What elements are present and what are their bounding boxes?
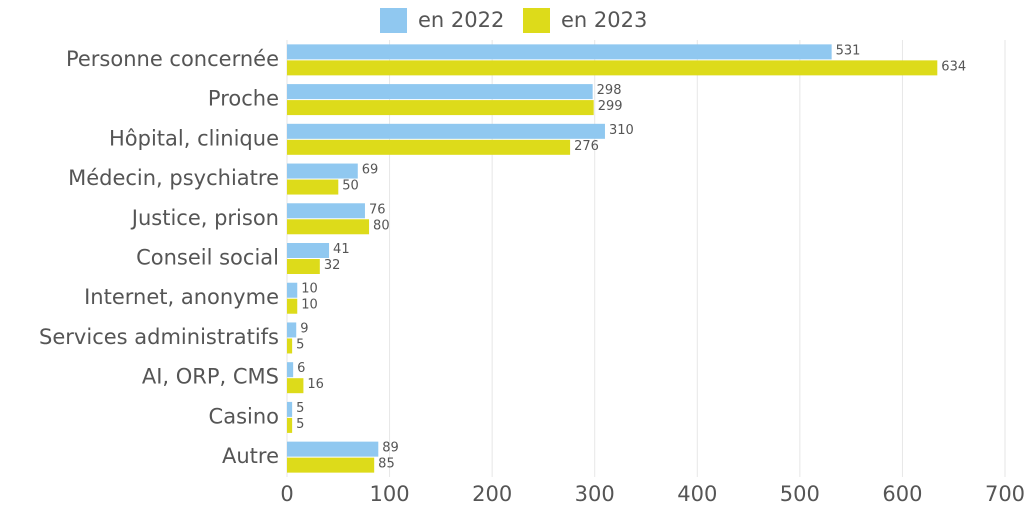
value-label: 5 bbox=[296, 401, 304, 416]
bar bbox=[287, 362, 294, 378]
value-label: 6 bbox=[297, 361, 305, 376]
legend-swatch bbox=[380, 8, 407, 33]
value-label: 276 bbox=[574, 139, 599, 154]
value-label: 80 bbox=[373, 218, 390, 233]
y-tick-label: Services administratifs bbox=[39, 325, 279, 349]
legend-label: en 2023 bbox=[561, 8, 647, 32]
bar bbox=[287, 84, 593, 100]
value-label: 5 bbox=[296, 337, 304, 352]
bar bbox=[287, 338, 293, 354]
bar bbox=[287, 259, 320, 274]
value-label: 299 bbox=[598, 99, 623, 114]
value-label: 298 bbox=[597, 83, 622, 98]
bar bbox=[287, 60, 938, 76]
bar bbox=[287, 100, 594, 116]
x-tick-label: 0 bbox=[280, 482, 293, 506]
x-tick-label: 600 bbox=[882, 482, 922, 506]
x-tick-label: 200 bbox=[472, 482, 512, 506]
x-tick-label: 400 bbox=[677, 482, 717, 506]
x-tick-label: 100 bbox=[370, 482, 410, 506]
bar bbox=[287, 322, 297, 338]
bar bbox=[287, 457, 375, 473]
y-tick-label: Justice, prison bbox=[130, 206, 279, 230]
bar bbox=[287, 219, 370, 235]
y-tick-label: Proche bbox=[208, 87, 279, 111]
value-label: 32 bbox=[324, 258, 341, 273]
value-label: 10 bbox=[301, 298, 318, 313]
bar bbox=[287, 401, 293, 417]
value-label: 16 bbox=[307, 377, 324, 392]
y-tick-label: AI, ORP, CMS bbox=[142, 365, 279, 389]
value-label: 69 bbox=[362, 163, 379, 178]
bar bbox=[287, 298, 298, 314]
bar bbox=[287, 282, 298, 298]
value-label: 531 bbox=[836, 43, 861, 58]
y-tick-label: Hôpital, clinique bbox=[109, 126, 279, 150]
y-tick-label: Personne concernée bbox=[66, 47, 279, 71]
y-tick-label: Médecin, psychiatre bbox=[68, 166, 279, 190]
bar bbox=[287, 139, 571, 155]
y-tick-label: Internet, anonyme bbox=[84, 285, 279, 309]
bar bbox=[287, 44, 832, 60]
value-label: 9 bbox=[300, 321, 308, 336]
value-label: 41 bbox=[333, 242, 350, 257]
y-tick-label: Autre bbox=[222, 444, 279, 468]
x-tick-label: 700 bbox=[985, 482, 1025, 506]
bar bbox=[287, 243, 330, 258]
y-tick-label: Casino bbox=[209, 404, 279, 428]
legend-swatch bbox=[523, 8, 550, 33]
value-label: 89 bbox=[382, 441, 399, 456]
value-label: 10 bbox=[301, 282, 318, 297]
value-label: 634 bbox=[941, 59, 966, 74]
bar bbox=[287, 417, 293, 433]
value-label: 85 bbox=[378, 457, 395, 472]
value-label: 50 bbox=[342, 179, 359, 194]
value-label: 5 bbox=[296, 417, 304, 432]
bar bbox=[287, 179, 339, 195]
bar bbox=[287, 203, 365, 219]
bar bbox=[287, 441, 379, 457]
bar bbox=[287, 163, 358, 179]
y-tick-label: Conseil social bbox=[136, 246, 279, 270]
legend-label: en 2022 bbox=[418, 8, 504, 32]
x-tick-label: 300 bbox=[575, 482, 615, 506]
value-label: 76 bbox=[369, 202, 386, 217]
bar bbox=[287, 378, 304, 394]
bar bbox=[287, 123, 605, 139]
x-tick-label: 500 bbox=[780, 482, 820, 506]
value-label: 310 bbox=[609, 123, 634, 138]
